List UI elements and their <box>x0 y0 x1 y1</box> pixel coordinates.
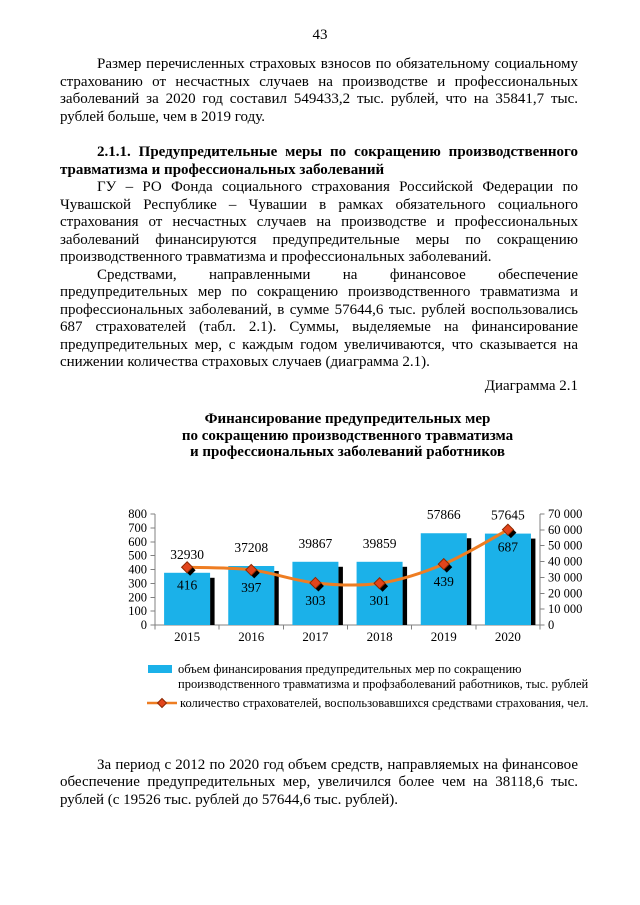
left-axis-tick-label: 100 <box>128 604 147 618</box>
chart-title-line3: и профессиональных заболеваний работнико… <box>189 444 506 460</box>
bar-shadow-2019 <box>466 537 472 625</box>
legend-item-line-series: количество страхователей, воспользовавши… <box>146 695 595 711</box>
category-label-2016: 2016 <box>238 629 265 644</box>
bar-shadow-2020 <box>530 538 536 625</box>
line-value-label-2018: 301 <box>369 593 389 608</box>
category-label-2017: 2017 <box>302 629 329 644</box>
bar-value-label-2018: 39859 <box>363 535 397 550</box>
paragraph-funds-usage: Средствами, направленными на финансовое … <box>60 266 578 371</box>
line-value-label-2020: 687 <box>498 539 519 554</box>
paragraph-insurance-contributions: Размер перечисленных страховых взносов п… <box>60 56 578 125</box>
right-axis-tick-label: 70 000 <box>548 507 582 521</box>
left-axis-tick-label: 400 <box>128 562 147 576</box>
bar-2017 <box>292 561 339 625</box>
bar-shadow-2018 <box>402 566 408 625</box>
bar-value-label-2015: 32930 <box>170 546 204 561</box>
chart-title: Финансирование предупредительных мер по … <box>75 411 620 461</box>
page-number: 43 <box>312 27 328 43</box>
category-label-2015: 2015 <box>174 629 200 644</box>
left-axis-tick-label: 300 <box>128 576 147 590</box>
right-axis-tick-label: 60 000 <box>548 522 582 536</box>
line-marker-2017 <box>309 576 322 589</box>
line-value-label-2019: 439 <box>434 574 455 589</box>
bar-2015 <box>164 572 211 625</box>
chart-legend: объем финансирования предупредительных м… <box>146 662 595 711</box>
section-heading: 2.1.1. Предупредительные меры по сокраще… <box>60 144 578 178</box>
legend-label-line-series: количество страхователей, воспользовавши… <box>180 695 589 710</box>
left-axis-tick-label: 500 <box>128 548 147 562</box>
chart-title-line1: Финансирование предупредительных мер <box>204 411 491 427</box>
bar-series-swatch-icon <box>148 664 172 673</box>
left-axis-tick-label: 600 <box>128 534 147 548</box>
right-axis-tick-label: 10 000 <box>548 602 582 616</box>
bar-value-label-2019: 57866 <box>427 507 461 522</box>
line-marker-2016 <box>245 563 258 576</box>
right-axis-tick-label: 40 000 <box>548 554 582 568</box>
right-axis-tick-label: 30 000 <box>548 570 582 584</box>
bar-2018 <box>356 561 403 625</box>
bar-shadow-2017 <box>338 566 343 625</box>
paragraph-fund-intro: ГУ – РО Фонда социального страхования Ро… <box>60 179 578 265</box>
left-axis-tick-label: 200 <box>128 590 147 604</box>
bar-2020 <box>484 533 531 625</box>
line-marker-2020 <box>501 522 515 536</box>
right-axis-tick-label: 0 <box>548 618 554 632</box>
line-marker-2019 <box>437 557 450 570</box>
left-axis-tick-label: 800 <box>128 507 147 521</box>
bar-value-label-2017: 39867 <box>299 535 333 550</box>
bar-2019 <box>420 532 467 625</box>
category-label-2018: 2018 <box>367 629 393 644</box>
left-axis-tick-label: 0 <box>141 618 147 632</box>
bar-value-label-2020: 57645 <box>491 507 525 522</box>
category-label-2019: 2019 <box>431 629 457 644</box>
policyholders-line <box>185 527 510 587</box>
line-marker-2015 <box>180 560 194 573</box>
left-axis-tick-label: 700 <box>128 520 147 534</box>
right-axis-tick-label: 50 000 <box>548 538 582 552</box>
paragraph-period-summary: За период с 2012 по 2020 год объем средс… <box>60 756 578 808</box>
line-value-label-2017: 303 <box>305 592 326 607</box>
line-value-label-2015: 416 <box>177 577 198 592</box>
line-marker-2018 <box>373 576 386 589</box>
line-value-label-2016: 397 <box>241 579 262 594</box>
category-label-2020: 2020 <box>495 629 521 644</box>
right-axis-tick-label: 20 000 <box>548 586 582 600</box>
line-series-marker-icon <box>146 697 178 709</box>
bar-shadow-2016 <box>274 570 279 625</box>
legend-label-bar-series: объем финансирования предупредительных м… <box>178 661 589 691</box>
chart-title-line2: по сокращению производственного травмати… <box>181 427 514 444</box>
legend-item-bar-series: объем финансирования предупредительных м… <box>148 662 595 692</box>
bar-value-label-2016: 37208 <box>234 539 268 554</box>
diagram-caption: Диаграмма 2.1 <box>484 377 578 394</box>
bar-shadow-2015 <box>210 577 215 625</box>
